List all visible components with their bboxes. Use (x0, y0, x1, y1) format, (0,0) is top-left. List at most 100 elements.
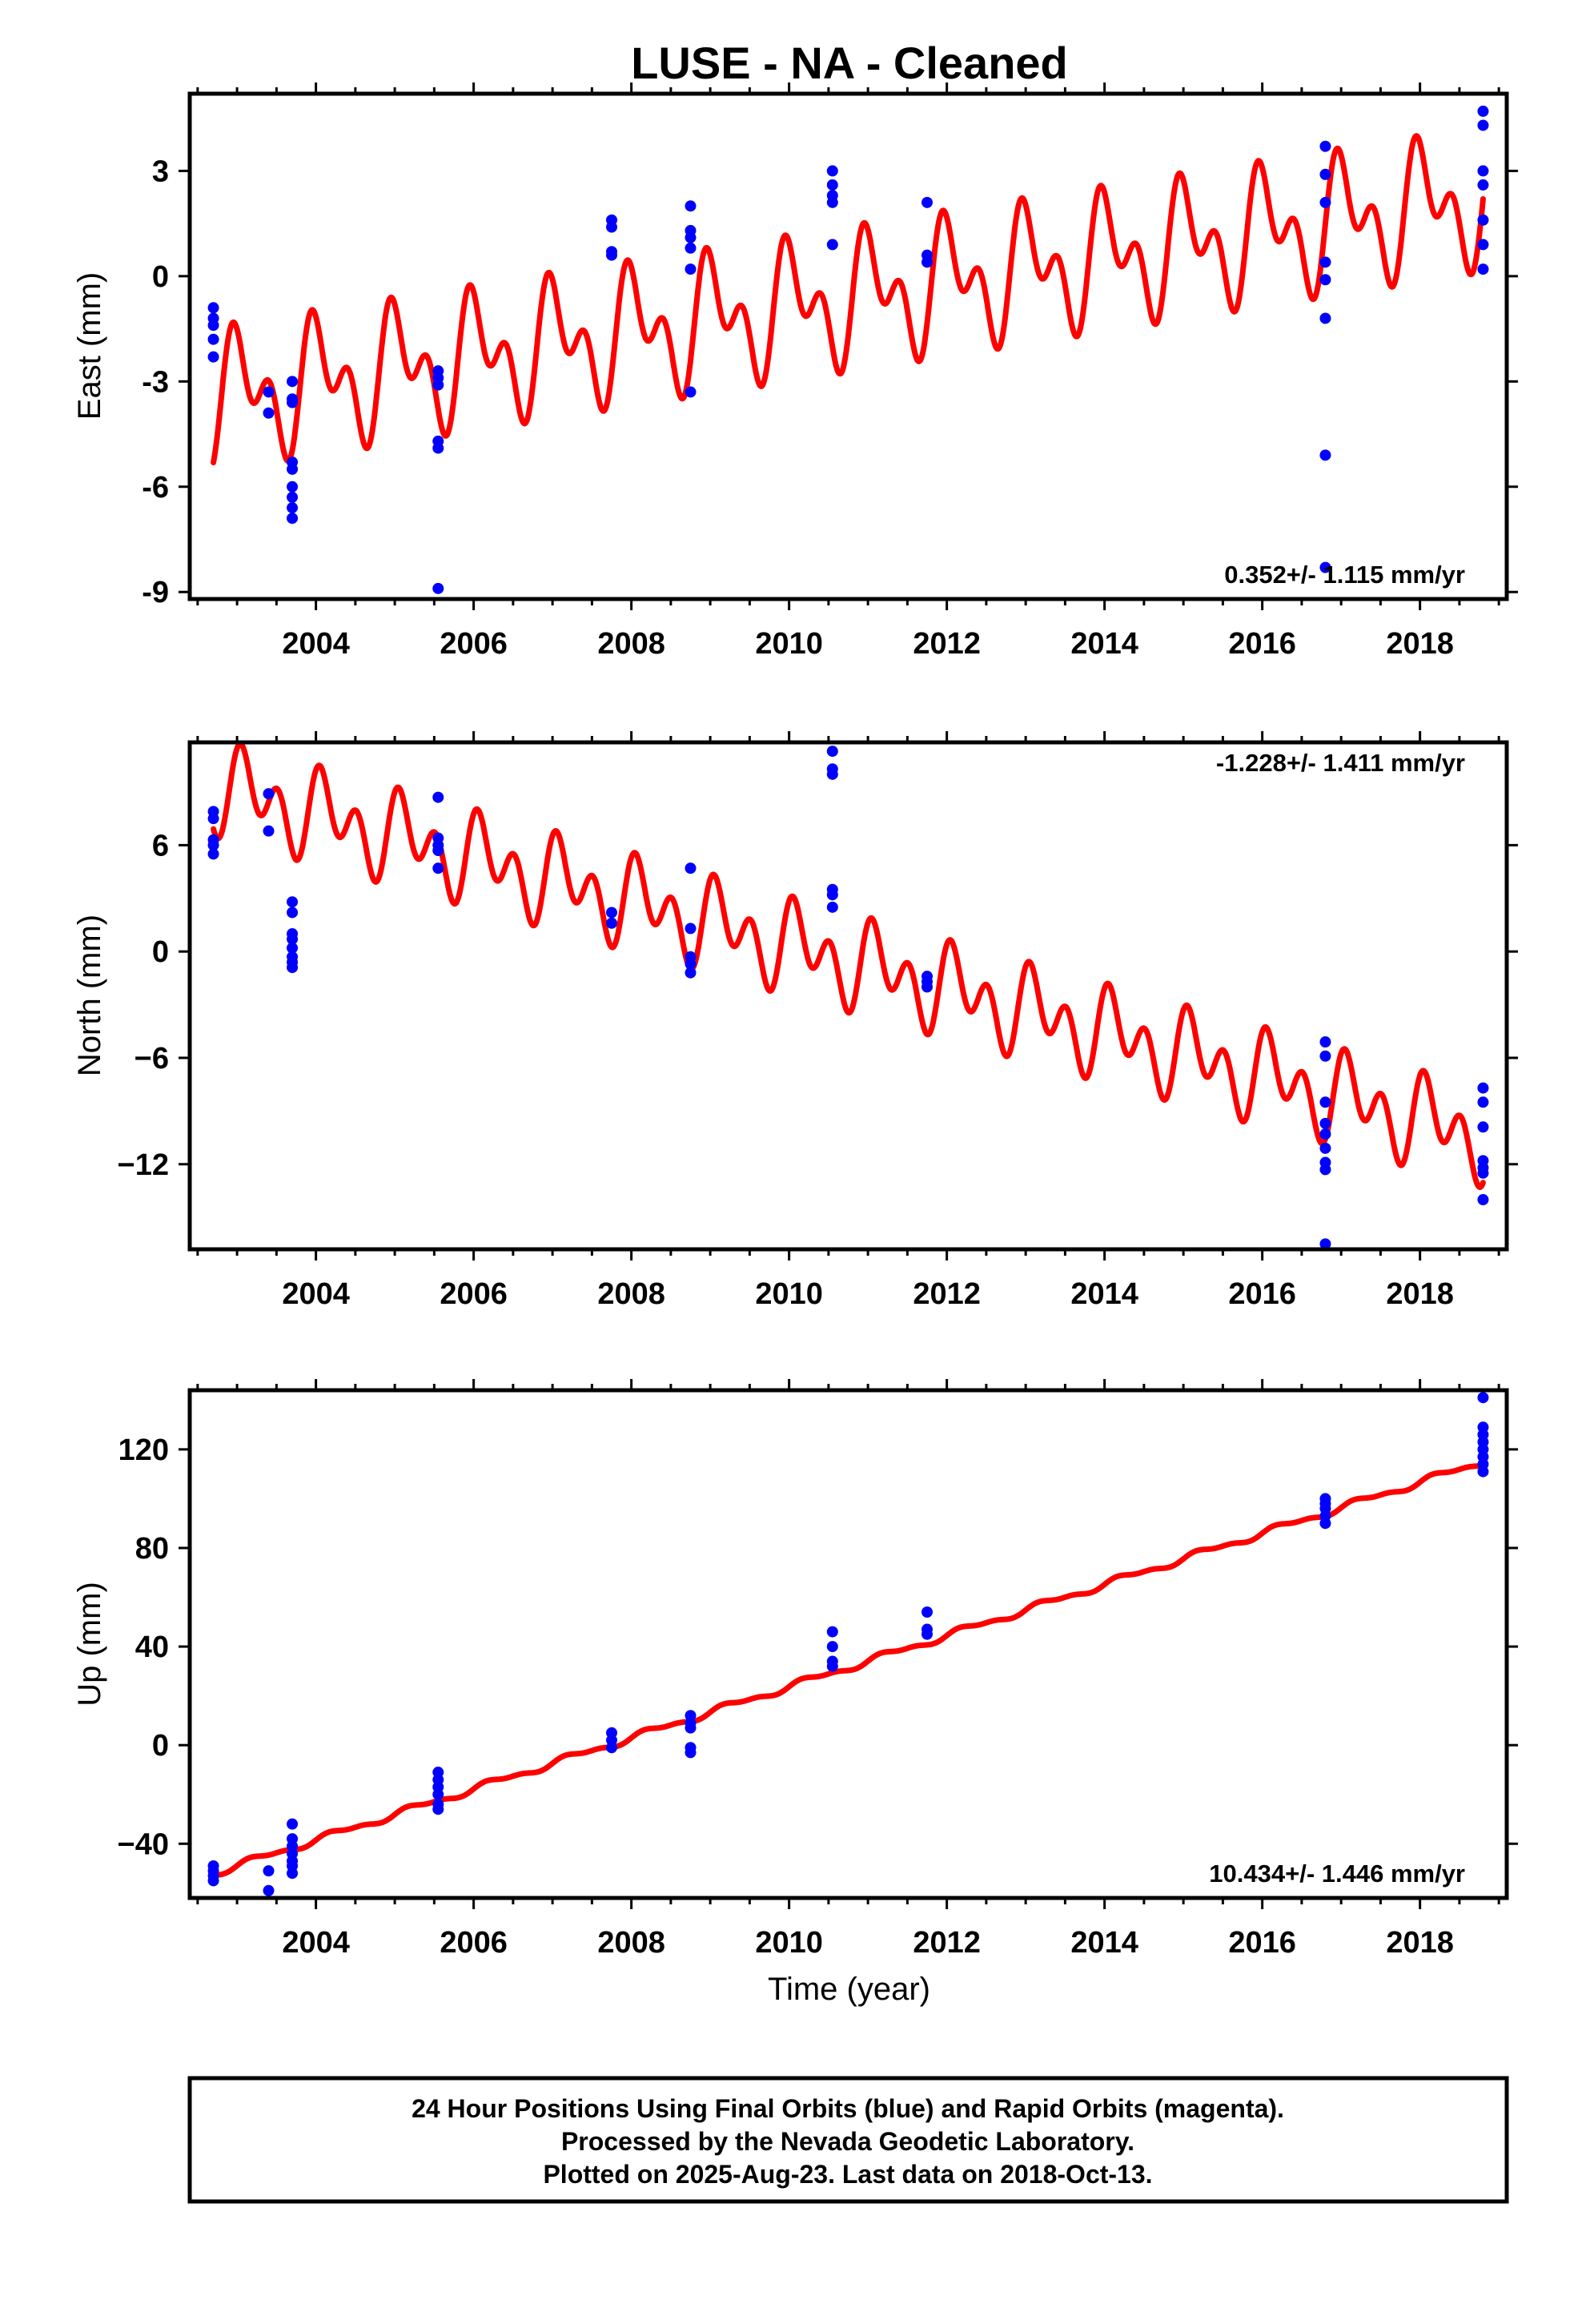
data-point (263, 407, 275, 419)
x-tick-label: 2008 (597, 1926, 665, 1960)
data-point (207, 320, 219, 332)
data-point (685, 862, 697, 875)
data-point (685, 242, 697, 254)
y-tick-label: −6 (135, 1042, 169, 1076)
data-point (1319, 1128, 1331, 1140)
data-point (826, 889, 838, 901)
x-tick-label: 2004 (282, 627, 350, 661)
data-point (207, 1875, 219, 1887)
x-tick-label: 2012 (913, 1277, 981, 1311)
data-point (1477, 1194, 1489, 1206)
data-point (685, 200, 697, 212)
x-tick-label: 2010 (755, 1926, 823, 1960)
data-point (685, 958, 697, 970)
x-tick-label: 2018 (1386, 627, 1454, 661)
data-point (1319, 168, 1331, 180)
data-point (921, 1606, 934, 1618)
data-point (921, 256, 934, 268)
plot-frame (187, 91, 1509, 601)
data-point (263, 825, 275, 837)
data-point (1477, 1466, 1489, 1478)
data-point (1477, 214, 1489, 226)
y-tick-label: −40 (118, 1827, 169, 1861)
data-point (826, 239, 838, 251)
data-point (1477, 119, 1489, 131)
data-point (207, 302, 219, 314)
data-point (1319, 1238, 1331, 1249)
model-fit-line (211, 133, 1486, 466)
data-point (1477, 105, 1489, 117)
data-point (263, 788, 275, 800)
x-tick-label: 2012 (913, 627, 981, 661)
x-tick-label: 2014 (1070, 627, 1138, 661)
data-point (287, 1868, 299, 1880)
data-point (263, 386, 275, 398)
data-point (685, 967, 697, 979)
data-point (432, 582, 444, 594)
data-point (826, 1626, 838, 1638)
data-point (826, 196, 838, 208)
data-point (287, 962, 299, 974)
rate-label: 10.434+/- 1.446 mm/yr (1209, 1860, 1465, 1888)
x-tick-label: 2016 (1228, 627, 1296, 661)
data-point (685, 1722, 697, 1734)
y-tick-label: 3 (152, 155, 169, 188)
data-point (432, 1788, 444, 1800)
x-tick-label: 2016 (1228, 1277, 1296, 1311)
data-point (287, 513, 299, 525)
data-point (685, 263, 697, 275)
data-point (287, 463, 299, 475)
data-point (1319, 274, 1331, 286)
data-point (685, 923, 697, 935)
x-tick-label: 2012 (913, 1926, 981, 1960)
y-tick-label: 120 (118, 1433, 169, 1467)
data-point (287, 1818, 299, 1830)
data-point (826, 165, 838, 177)
data-point (826, 179, 838, 191)
x-tick-label: 2004 (282, 1277, 350, 1311)
x-tick-label: 2018 (1386, 1926, 1454, 1960)
data-point (432, 791, 444, 803)
x-tick-label: 2010 (755, 1277, 823, 1311)
data-point (432, 379, 444, 391)
data-point (605, 221, 617, 233)
x-tick-label: 2006 (440, 627, 508, 661)
x-axis-label: Time (year) (768, 1972, 930, 2007)
data-point (1319, 256, 1331, 268)
data-point (1477, 1082, 1489, 1094)
data-point (207, 351, 219, 363)
up-panel: 2004 2006 2008 2010 2012 2014 2016 2018 −40 0 40 80… (72, 1379, 1518, 2007)
data-point (263, 1884, 275, 1896)
data-point (432, 442, 444, 454)
data-point (287, 376, 299, 388)
data-point (207, 333, 219, 345)
info-line-3: Plotted on 2025-Aug-23. Last data on 201… (543, 2160, 1152, 2189)
rate-label: 0.352+/- 1.115 mm/yr (1224, 561, 1465, 589)
data-point (263, 1865, 275, 1877)
data-point (826, 901, 838, 913)
y-tick-label: -6 (142, 471, 169, 505)
data-point (1319, 1050, 1331, 1062)
data-point (207, 848, 219, 860)
data-point (921, 1628, 934, 1640)
y-tick-label: 0 (152, 935, 169, 969)
data-point (921, 981, 934, 993)
data-point (287, 480, 299, 493)
data-point (1477, 1121, 1489, 1133)
data-point (207, 813, 219, 825)
x-tick-label: 2006 (440, 1277, 508, 1311)
x-tick-label: 2016 (1228, 1926, 1296, 1960)
data-point (605, 907, 617, 919)
data-point (1319, 1117, 1331, 1129)
data-point (432, 1803, 444, 1815)
data-point (826, 768, 838, 780)
data-point (685, 386, 697, 398)
x-tick-label: 2014 (1070, 1926, 1138, 1960)
data-point (287, 907, 299, 919)
info-line-1: 24 Hour Positions Using Final Orbits (bl… (412, 2094, 1284, 2123)
data-point (1319, 1142, 1331, 1154)
plot-frame (187, 740, 1509, 1252)
data-point (287, 396, 299, 408)
data-point (605, 249, 617, 261)
